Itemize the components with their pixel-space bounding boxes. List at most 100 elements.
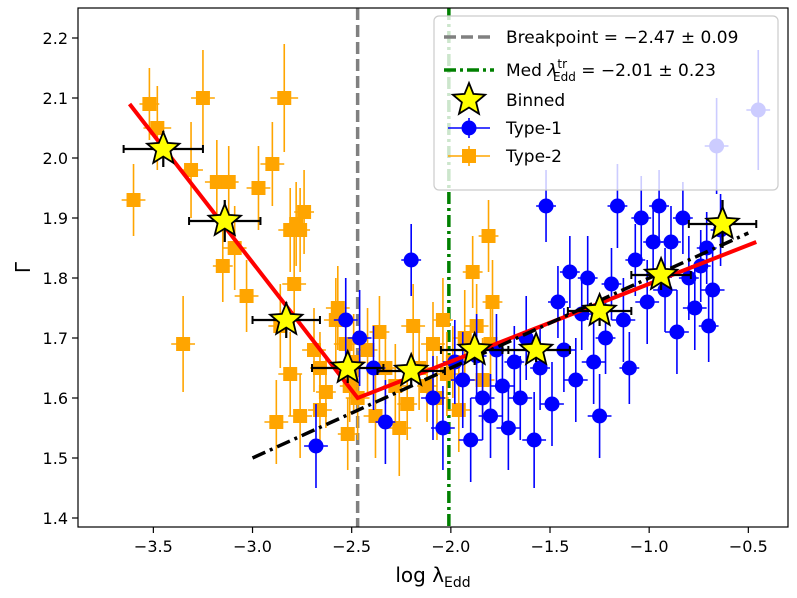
type-2-point <box>246 146 271 230</box>
type-1-marker <box>651 198 667 214</box>
legend: Breakpoint = −2.47 ± 0.09 Med λtr Edd = −2… <box>433 15 779 191</box>
type-1-point <box>665 290 689 374</box>
type-2-marker <box>406 319 421 333</box>
binned-point <box>566 291 633 327</box>
type-1-point <box>496 386 521 470</box>
type-1-marker <box>568 372 584 388</box>
legend-median-part: tr <box>557 57 567 71</box>
type-2-marker <box>485 295 500 309</box>
type-1-point <box>563 338 588 422</box>
legend-median-part: Edd <box>553 70 576 84</box>
binned-star-marker <box>144 129 182 165</box>
type-2-point <box>478 200 499 272</box>
x-tick-label: −1.5 <box>531 537 570 556</box>
type-2-marker <box>287 277 302 291</box>
binned-star-marker <box>704 204 742 240</box>
type-2-marker <box>283 367 298 381</box>
type-2-marker <box>126 193 141 207</box>
type-1-marker <box>475 390 491 406</box>
legend-box <box>433 15 779 191</box>
type-1-point <box>508 356 533 440</box>
type-2-point <box>270 44 299 152</box>
type-2-marker <box>318 385 333 399</box>
type-1-marker <box>483 408 499 424</box>
x-tick-label: −3.5 <box>134 537 173 556</box>
y-axis-title: Γ <box>11 261 35 273</box>
type-1-point <box>672 182 693 254</box>
type-1-point <box>682 266 707 350</box>
y-tick-label: 1.4 <box>43 509 68 528</box>
legend-type2-handle <box>462 149 476 163</box>
binned-star-marker <box>642 255 680 291</box>
type-2-marker <box>195 91 210 105</box>
y-tick-label: 2.2 <box>43 29 68 48</box>
type-1-marker <box>463 432 479 448</box>
type-2-point <box>433 278 453 362</box>
y-tick-label: 1.8 <box>43 269 68 288</box>
type-1-point <box>661 206 681 278</box>
x-tick-label: −0.5 <box>729 537 768 556</box>
type-1-marker <box>639 294 655 310</box>
type-2-point <box>234 260 259 332</box>
binned-point <box>188 200 262 242</box>
type-2-point <box>212 230 233 302</box>
plot-layer <box>121 8 771 527</box>
x-tick-label: −2.5 <box>332 537 371 556</box>
type-2-marker <box>340 427 355 441</box>
type-2-point <box>179 122 203 218</box>
type-2-point <box>482 260 503 344</box>
legend-median-part: = −2.01 ± 0.23 <box>576 61 716 81</box>
type-2-point <box>337 398 358 470</box>
binned-point <box>311 348 385 384</box>
type-1-marker <box>512 390 528 406</box>
binned-point <box>122 129 204 167</box>
legend-median-label: Med λtr Edd = −2.01 ± 0.23 <box>506 57 716 84</box>
type-1-marker <box>675 210 691 226</box>
type-2-marker <box>400 397 415 411</box>
type-1-marker <box>705 282 721 298</box>
type-2-marker <box>481 229 496 243</box>
type-2-marker <box>221 175 236 189</box>
type-1-marker <box>687 300 703 316</box>
type-1-marker <box>621 360 637 376</box>
y-tick-label: 2.0 <box>43 149 68 168</box>
type-2-point <box>290 188 311 272</box>
binned-star-marker <box>517 330 555 366</box>
type-2-marker <box>360 343 375 357</box>
type-1-marker <box>532 360 548 376</box>
type-2-point <box>417 350 437 422</box>
binned-star-marker <box>392 351 430 387</box>
type-1-marker <box>598 330 614 346</box>
type-1-marker <box>435 420 451 436</box>
type-1-marker <box>562 264 578 280</box>
type-1-marker <box>669 324 685 340</box>
type-2-point <box>288 374 313 458</box>
type-1-point <box>530 326 551 410</box>
type-1-marker <box>377 414 393 430</box>
x-axis-title-main: log λ <box>395 563 444 587</box>
type-1-point <box>401 224 422 296</box>
type-2-marker <box>297 205 312 219</box>
type-2-marker <box>392 421 407 435</box>
binned-star-marker <box>456 330 494 366</box>
type-1-marker <box>526 432 542 448</box>
legend-type1-label: Type-1 <box>505 119 562 139</box>
legend-median-part: λ <box>546 61 557 81</box>
type-2-point <box>218 146 239 218</box>
y-tick-label: 1.9 <box>43 209 68 228</box>
type-2-marker <box>330 301 345 315</box>
type-2-point <box>294 170 315 254</box>
type-2-point <box>369 296 390 368</box>
type-1-marker <box>506 354 522 370</box>
x-axis-title-sub: Edd <box>444 575 471 591</box>
type-2-marker <box>251 181 266 195</box>
legend-type2-label: Type-2 <box>505 147 562 167</box>
axis-layer: −3.5 −3.0 −2.5 −2.0 −1.5 −1.0 −0.5 1.4 1.5 1.6 1.7… <box>11 7 789 591</box>
type-2-marker <box>457 331 472 345</box>
binned-point <box>630 255 692 291</box>
type-2-point <box>462 236 483 308</box>
type-1-point <box>548 266 568 338</box>
x-tick-label: −3.0 <box>233 537 272 556</box>
binned-star-marker <box>206 201 244 237</box>
type-2-marker <box>184 163 199 177</box>
